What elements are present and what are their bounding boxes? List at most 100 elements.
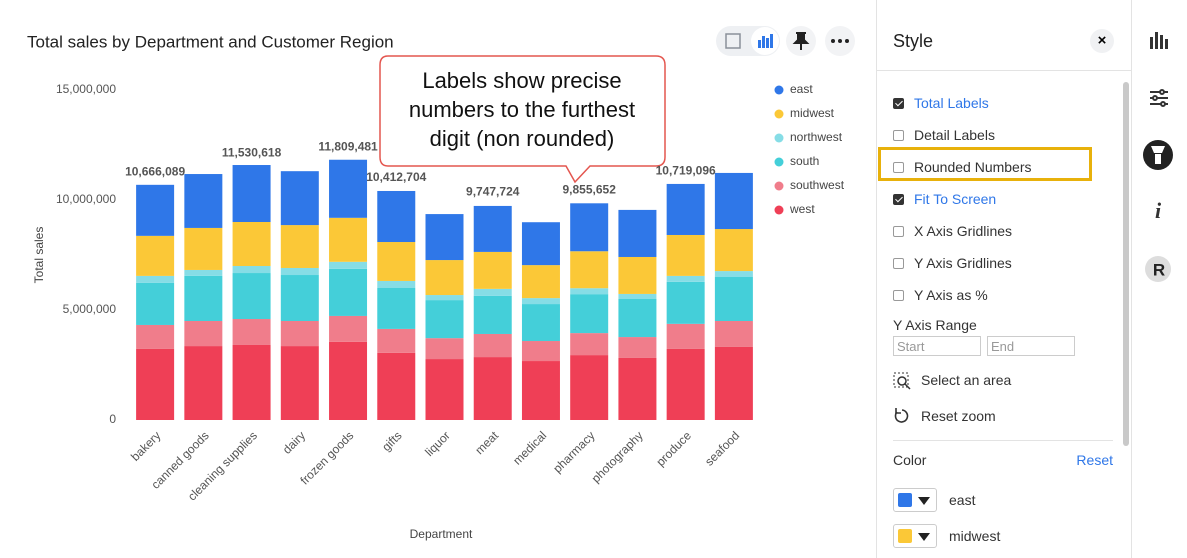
checkbox[interactable]	[893, 257, 904, 269]
style-option[interactable]: Y Axis Gridlines	[893, 253, 1012, 273]
more-icon[interactable]	[831, 39, 849, 43]
callout: Labels show precise numbers to the furthe…	[379, 55, 666, 184]
bar-segment	[425, 359, 464, 420]
checkbox[interactable]	[893, 289, 904, 301]
style-option[interactable]: Fit To Screen	[893, 189, 996, 209]
x-tick-label: dairy	[280, 428, 308, 456]
bar-segment	[425, 214, 464, 261]
color-swatch[interactable]	[893, 488, 937, 512]
r-icon-bg[interactable]	[1145, 256, 1171, 282]
bar-segment	[184, 346, 223, 420]
checkbox[interactable]	[893, 161, 904, 173]
bar-segment	[184, 227, 223, 270]
settings-icon[interactable]	[1150, 89, 1168, 107]
bar-segment	[714, 229, 753, 272]
legend-label: midwest	[790, 106, 835, 120]
bar-segment	[136, 275, 175, 283]
bar-segment	[473, 333, 512, 358]
close-button[interactable]: ×	[1090, 29, 1114, 53]
style-option[interactable]: Detail Labels	[893, 125, 995, 145]
option-label: Fit To Screen	[914, 191, 997, 207]
bar-segment	[136, 282, 175, 325]
style-icon[interactable]	[1151, 146, 1165, 164]
style-option[interactable]: Y Axis as %	[893, 285, 988, 305]
color-swatch[interactable]	[893, 524, 937, 548]
color-reset[interactable]: Reset	[1076, 452, 1113, 468]
bar-segment	[425, 295, 464, 301]
checkbox[interactable]	[893, 193, 904, 205]
chart: Total sales by Department and Customer R…	[27, 26, 855, 541]
swatch-label: east	[949, 492, 976, 508]
y-range-end[interactable]: End	[987, 336, 1075, 356]
info-icon[interactable]: i	[1155, 198, 1162, 223]
chart-title: Total sales by Department and Customer R…	[27, 32, 394, 51]
chart-icon[interactable]	[758, 34, 773, 48]
select-area[interactable]: Select an area	[921, 372, 1012, 388]
bar-segment	[136, 184, 175, 236]
bar-segment	[232, 222, 271, 266]
bar-segment	[232, 319, 271, 345]
legend-label: northwest	[790, 130, 843, 144]
bar-segment	[377, 352, 416, 420]
bar-segment	[521, 341, 560, 362]
bar-segment	[329, 268, 368, 316]
style-option[interactable]: Total Labels	[893, 93, 989, 113]
callout-text: numbers to the furthest	[409, 97, 635, 122]
legend-marker	[774, 157, 784, 167]
style-option[interactable]: X Axis Gridlines	[893, 221, 1012, 241]
table-icon[interactable]	[725, 33, 741, 49]
bar-segment	[184, 275, 223, 321]
bar-segment	[666, 275, 705, 282]
y-tick-label: 10,000,000	[56, 192, 116, 206]
bar-segment	[425, 338, 464, 360]
bar-segment	[618, 357, 657, 420]
total-label: 10,412,704	[366, 170, 426, 184]
checkbox[interactable]	[893, 97, 904, 109]
reset-zoom[interactable]: Reset zoom	[921, 408, 996, 424]
reset-zoom-icon	[894, 408, 909, 423]
x-tick-label: pharmacy	[550, 428, 597, 475]
swatch-label: midwest	[949, 528, 1001, 544]
pin-icon[interactable]	[792, 32, 810, 50]
bar-segment	[232, 344, 271, 420]
checkbox[interactable]	[893, 129, 904, 141]
bar-segment	[232, 266, 271, 274]
bar-segment	[232, 165, 271, 222]
swatch-arrow	[918, 533, 930, 541]
bar-segment	[280, 321, 319, 347]
bar-segment	[666, 348, 705, 420]
color-label: Color	[893, 452, 927, 468]
x-tick-label: photography	[589, 428, 646, 485]
legend-label: south	[790, 154, 819, 168]
bar-segment	[377, 328, 416, 353]
callout-box	[379, 55, 666, 184]
swatch-color	[898, 529, 912, 543]
bar-segment	[521, 222, 560, 266]
x-tick-label: gifts	[379, 428, 404, 453]
legend-label: west	[789, 202, 815, 216]
total-label: 10,719,096	[656, 163, 716, 177]
bar-segment	[329, 315, 368, 342]
bar-segment	[473, 205, 512, 252]
swatch-arrow	[918, 497, 930, 505]
bar-segment	[329, 341, 368, 420]
bar-segment	[473, 357, 512, 420]
legend-marker	[774, 85, 784, 95]
style-option[interactable]: Rounded Numbers	[893, 157, 1032, 177]
bar-segment	[618, 299, 657, 338]
y-range-start[interactable]: Start	[893, 336, 981, 356]
bar-segment	[618, 293, 657, 299]
bar-segment	[521, 298, 560, 305]
checkbox[interactable]	[893, 225, 904, 237]
bar-segment	[184, 321, 223, 347]
bar-segment	[329, 217, 368, 262]
bar-segment	[570, 355, 609, 420]
bar-segment	[618, 337, 657, 358]
x-tick-label: medical	[510, 428, 549, 467]
bar-segment	[473, 288, 512, 296]
callout-text: digit (non rounded)	[430, 126, 615, 151]
bar-segment	[280, 225, 319, 268]
r-icon[interactable]: R	[1153, 260, 1165, 279]
y-range-label: Y Axis Range	[893, 317, 977, 333]
chart-config-icon[interactable]	[1150, 32, 1168, 49]
